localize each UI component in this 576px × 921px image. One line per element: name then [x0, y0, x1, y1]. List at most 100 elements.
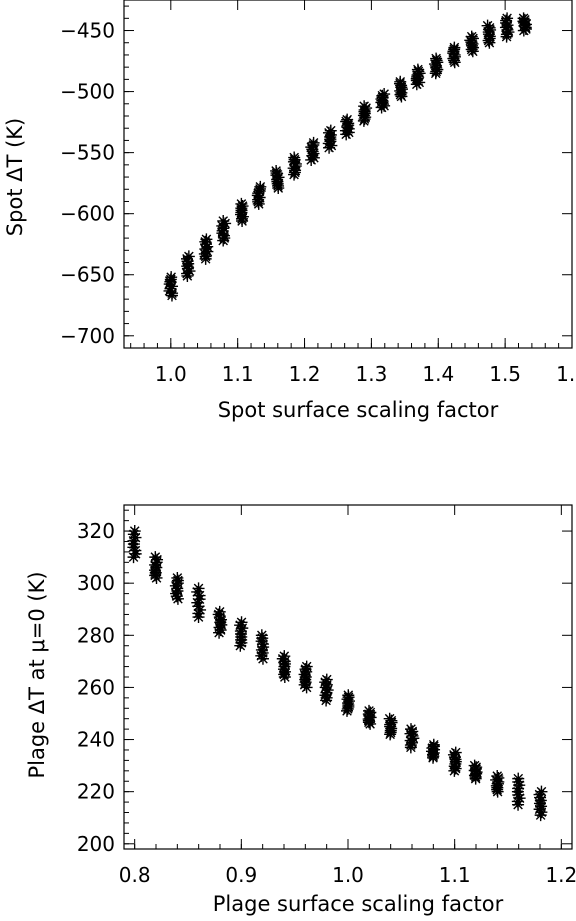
data-point	[363, 704, 376, 717]
y-tick-label: −700	[60, 324, 115, 348]
x-tick-label: 1.6	[556, 362, 576, 386]
data-point	[129, 544, 142, 557]
data-point	[534, 809, 547, 822]
x-tick-label: 1.0	[332, 863, 364, 887]
data-point	[430, 52, 443, 65]
y-tick-label: −500	[60, 80, 115, 104]
data-point	[517, 12, 530, 25]
data-point	[270, 164, 283, 177]
x-axis-label: Plage surface scaling factor	[213, 892, 504, 916]
data-point	[448, 41, 461, 54]
data-point	[341, 113, 354, 126]
data-point	[319, 689, 332, 702]
data-point	[182, 250, 195, 263]
data-point	[278, 650, 291, 663]
x-tick-label: 1.2	[545, 863, 576, 887]
data-point	[288, 168, 301, 181]
data-point	[234, 619, 247, 632]
data-point	[481, 19, 494, 32]
data-point	[201, 240, 214, 253]
x-tick-label: 0.8	[119, 863, 151, 887]
data-point	[149, 558, 162, 571]
x-tick-label: 1.1	[439, 863, 471, 887]
x-tick-label: 0.9	[225, 863, 257, 887]
y-tick-label: 220	[77, 780, 115, 804]
data-point	[406, 725, 419, 738]
data-point	[299, 663, 312, 676]
data-point	[149, 551, 162, 564]
data-point	[170, 587, 183, 600]
x-tick-label: 1.2	[289, 362, 321, 386]
data-point	[535, 785, 548, 798]
data-point	[340, 704, 353, 717]
plot-frame	[123, 0, 573, 349]
data-point	[163, 284, 176, 297]
data-point	[199, 250, 212, 263]
data-point	[193, 589, 206, 602]
data-point	[534, 794, 547, 807]
data-point	[358, 100, 371, 113]
y-tick-label: −550	[60, 141, 115, 165]
data-point	[324, 124, 337, 137]
data-point	[513, 779, 526, 792]
data-point	[502, 26, 515, 39]
data-point	[512, 782, 525, 795]
data-point	[199, 235, 212, 248]
data-point	[394, 75, 407, 88]
y-tick-label: −450	[60, 19, 115, 43]
data-point	[405, 736, 418, 749]
data-point	[307, 147, 320, 160]
data-point	[501, 12, 514, 25]
data-point	[449, 746, 462, 759]
data-point	[483, 30, 496, 43]
data-point	[533, 788, 546, 801]
data-point	[306, 143, 319, 156]
data-point	[171, 592, 184, 605]
y-axis-label: Spot ΔT (K)	[3, 118, 27, 236]
y-tick-label: −650	[60, 263, 115, 287]
data-point	[511, 795, 524, 808]
data-point	[255, 643, 268, 656]
plot-frame	[123, 504, 573, 850]
data-point	[217, 215, 230, 228]
data-point	[307, 136, 320, 149]
data-point	[407, 732, 420, 745]
data-point	[427, 738, 440, 751]
data-point	[276, 652, 289, 665]
y-tick-label: 200	[77, 832, 115, 856]
y-tick-label: 320	[77, 519, 115, 543]
data-point	[127, 534, 140, 547]
data-point	[383, 712, 396, 725]
data-point	[256, 638, 269, 651]
x-axis-label: Spot surface scaling factor	[218, 398, 499, 422]
y-axis-label: Plage ΔT at μ=0 (K)	[25, 571, 49, 778]
x-tick-label: 1.5	[489, 362, 521, 386]
x-tick-label: 1.1	[222, 362, 254, 386]
data-point	[404, 723, 417, 736]
y-tick-label: 300	[77, 571, 115, 595]
data-point	[127, 528, 140, 541]
data-point	[411, 63, 424, 76]
data-point	[491, 770, 504, 783]
data-point	[431, 56, 444, 69]
data-point	[254, 180, 267, 193]
data-point	[234, 625, 247, 638]
data-point	[191, 596, 204, 609]
data-point	[235, 197, 248, 210]
data-point	[234, 639, 247, 652]
data-point	[212, 608, 225, 621]
data-point	[165, 271, 178, 284]
plage-panel: 0.8 0.9 1.0 1.1 1.2 320 300 280 260 240 220 200 Plag…	[25, 504, 576, 916]
data-point	[465, 30, 478, 43]
data-point	[468, 759, 481, 772]
y-tick-label: 240	[77, 728, 115, 752]
data-point	[191, 585, 204, 598]
data-point	[128, 525, 141, 538]
data-point	[320, 673, 333, 686]
data-point	[500, 14, 513, 27]
y-tick-label: −600	[60, 202, 115, 226]
data-point	[288, 151, 301, 164]
spot-panel: 1.0 1.1 1.2 1.3 1.4 1.5 1.6 −450 −500 −550 −600 −65…	[3, 0, 576, 422]
data-point	[255, 629, 268, 642]
